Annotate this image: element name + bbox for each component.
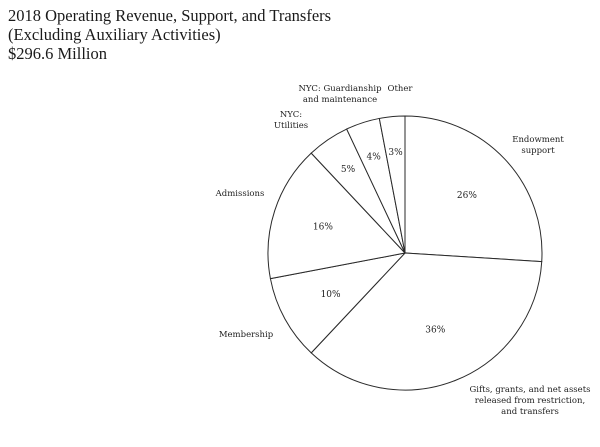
pie-slice-other: [378, 115, 406, 254]
pie-value-label-endowment-support: 26%: [457, 191, 477, 201]
pie-category-label-nyc-guardianship-and-maintenance: NYC: Guardianship and maintenance: [298, 84, 382, 105]
pie-category-label-other: Other: [388, 84, 414, 94]
pie-category-label-endowment-support: Endowment support: [512, 135, 564, 156]
pie-slice-admissions: [267, 152, 406, 280]
chart-title: 2018 Operating Revenue, Support, and Tra…: [8, 6, 331, 63]
chart-title-line-3: $296.6 Million: [8, 44, 108, 63]
pie-value-label-nyc-utilities: 5%: [341, 165, 356, 175]
pie-value-label-membership: 10%: [321, 290, 341, 300]
pie-value-label-nyc-guardianship-and-maintenance: 4%: [367, 153, 382, 163]
pie-slice-gifts-grants-and-net-assets-released-from-restriction-and-transfers: [310, 252, 543, 391]
pie-value-label-other: 3%: [388, 148, 403, 158]
pie-slice-membership: [269, 252, 407, 354]
pie-category-label-admissions: Admissions: [215, 189, 265, 199]
pie-category-label-nyc-utilities: NYC: Utilities: [274, 110, 308, 131]
chart-title-line-2: (Excluding Auxiliary Activities): [8, 25, 221, 44]
pie-slice-endowment-support: [404, 115, 543, 263]
pie-value-label-admissions: 16%: [313, 222, 333, 232]
pie-category-label-membership: Membership: [219, 330, 274, 340]
chart-title-line-1: 2018 Operating Revenue, Support, and Tra…: [8, 6, 332, 25]
pie-category-label-gifts-grants-and-net-assets-released-from-restriction-and-transfers: Gifts, grants, and net assets released fr…: [470, 385, 591, 417]
pie-value-label-gifts-grants-and-net-assets-released-from-restriction-and-transfers: 36%: [425, 325, 445, 335]
